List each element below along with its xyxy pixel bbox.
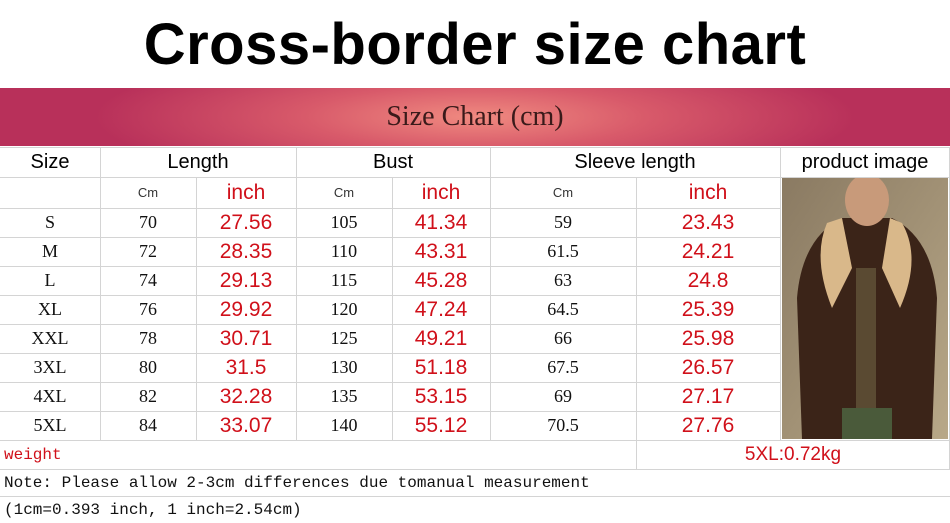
measure-cell: 130	[330, 357, 358, 377]
grid-line	[0, 382, 780, 383]
measure-cell: 49.21	[414, 326, 468, 350]
column-header: Size	[30, 150, 70, 173]
grid-line	[0, 237, 780, 238]
weight-value: 5XL:0.72kg	[744, 443, 842, 465]
page-title: Cross-border size chart	[143, 11, 807, 77]
unit-header: inch	[226, 180, 266, 204]
unit-header: Cm	[333, 185, 355, 200]
note: Note: Please allow 2-3cm differences due…	[4, 473, 590, 492]
grid-line	[0, 324, 780, 325]
grid-line	[0, 177, 950, 178]
measure-cell: 27.76	[681, 413, 735, 437]
size-label: XL	[38, 299, 62, 319]
note: (1cm=0.393 inch, 1 inch=2.54cm)	[4, 500, 302, 519]
grid-line	[0, 295, 780, 296]
grid-line	[780, 147, 781, 440]
grid-line	[636, 440, 637, 469]
product-photo	[782, 178, 948, 439]
measure-cell: 32.28	[219, 384, 273, 408]
measure-cell: 82	[139, 386, 157, 406]
grid-line	[0, 440, 950, 441]
measure-cell: 69	[554, 386, 572, 406]
measure-cell: 25.98	[681, 326, 735, 350]
grid-line	[0, 266, 780, 267]
unit-header: inch	[421, 180, 461, 204]
measure-cell: 45.28	[414, 268, 468, 292]
measure-cell: 55.12	[414, 413, 468, 437]
measure-cell: 125	[330, 328, 358, 348]
measure-cell: 47.24	[414, 297, 468, 321]
measure-cell: 66	[554, 328, 572, 348]
grid-line	[0, 353, 780, 354]
size-label: M	[41, 241, 58, 261]
size-label: XXL	[31, 328, 69, 348]
grid-line	[0, 411, 780, 412]
measure-cell: 51.18	[414, 355, 468, 379]
measure-cell: 25.39	[681, 297, 735, 321]
measure-cell: 70	[139, 212, 157, 232]
measure-cell: 33.07	[219, 413, 273, 437]
size-label: 5XL	[33, 415, 67, 435]
column-header: product image	[801, 150, 929, 173]
measure-cell: 76	[139, 299, 157, 319]
measure-cell: 23.43	[681, 210, 735, 234]
size-label: 4XL	[33, 386, 67, 406]
measure-cell: 27.17	[681, 384, 735, 408]
size-label: L	[44, 270, 56, 290]
measure-cell: 84	[139, 415, 157, 435]
measure-cell: 64.5	[547, 299, 579, 319]
measure-cell: 30.71	[219, 326, 273, 350]
measure-cell: 53.15	[414, 384, 468, 408]
grid-line	[392, 177, 393, 440]
grid-line	[100, 147, 101, 440]
column-header: Sleeve length	[574, 150, 696, 173]
grid-line	[0, 469, 950, 470]
grid-line	[0, 147, 950, 148]
measure-cell: 41.34	[414, 210, 468, 234]
measure-cell: 115	[330, 270, 358, 290]
grid-line	[196, 177, 197, 440]
measure-cell: 78	[139, 328, 157, 348]
product-image	[782, 178, 948, 439]
grid-line	[0, 496, 950, 497]
measure-cell: 110	[330, 241, 358, 261]
measure-cell: 59	[554, 212, 572, 232]
measure-cell: 24.8	[687, 268, 729, 292]
unit-header: Cm	[137, 185, 159, 200]
unit-header: Cm	[552, 185, 574, 200]
measure-cell: 74	[139, 270, 157, 290]
measure-cell: 105	[330, 212, 358, 232]
measure-cell: 29.13	[219, 268, 273, 292]
measure-cell: 140	[330, 415, 358, 435]
size-label: S	[44, 212, 55, 232]
banner: Size Chart (cm)	[0, 88, 950, 146]
measure-cell: 28.35	[219, 239, 273, 263]
measure-cell: 29.92	[219, 297, 273, 321]
size-label: 3XL	[33, 357, 67, 377]
grid-line	[296, 147, 297, 440]
measure-cell: 63	[554, 270, 572, 290]
measure-cell: 26.57	[681, 355, 735, 379]
measure-cell: 61.5	[547, 241, 579, 261]
grid-line	[636, 177, 637, 440]
column-header: Bust	[372, 150, 414, 173]
measure-cell: 135	[330, 386, 358, 406]
column-header: Length	[167, 150, 229, 173]
measure-cell: 24.21	[681, 239, 735, 263]
measure-cell: 80	[139, 357, 157, 377]
measure-cell: 120	[330, 299, 358, 319]
weight-label: weight	[4, 445, 62, 464]
measure-cell: 31.5	[225, 355, 267, 379]
measure-cell: 43.31	[414, 239, 468, 263]
grid-line	[490, 147, 491, 440]
grid-line	[0, 208, 780, 209]
measure-cell: 72	[139, 241, 157, 261]
measure-cell: 67.5	[547, 357, 579, 377]
measure-cell: 27.56	[219, 210, 273, 234]
measure-cell: 70.5	[547, 415, 579, 435]
unit-header: inch	[688, 180, 728, 204]
